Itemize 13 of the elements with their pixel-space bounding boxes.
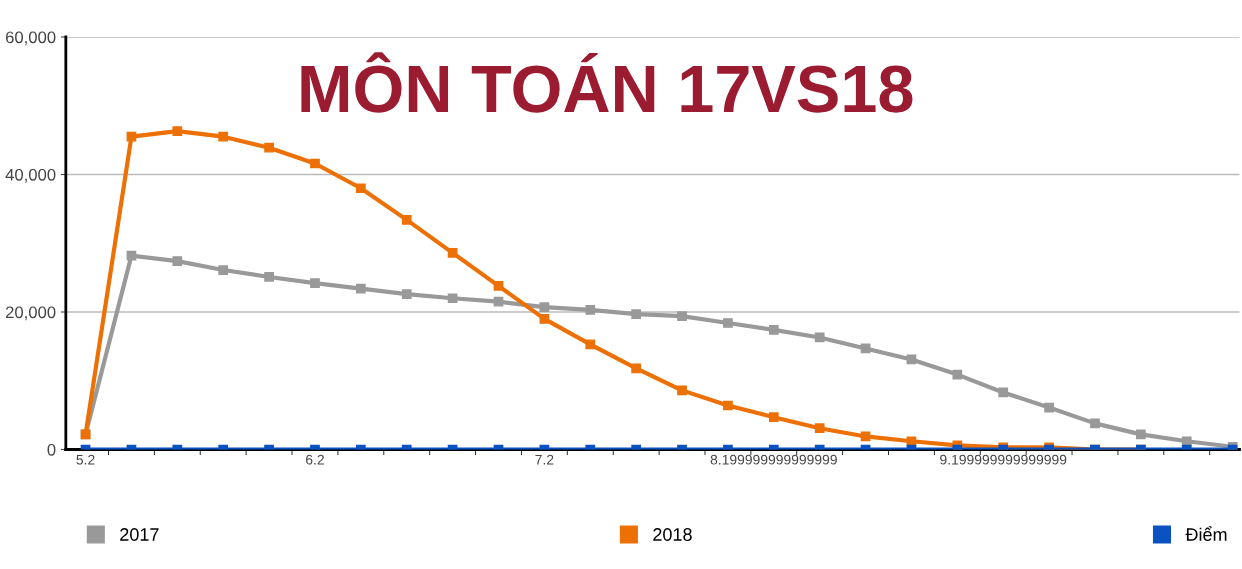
y-tick-label: 60,000 — [5, 31, 56, 46]
x-tick-label: 7.2 — [535, 454, 554, 465]
legend-label: 2017 — [120, 528, 159, 541]
y-tick-label: 0 — [47, 443, 56, 456]
x-tick-label: 8.199999999999999 — [710, 454, 837, 465]
legend-label: 2018 — [653, 528, 692, 541]
y-tick-label: 40,000 — [5, 168, 56, 183]
x-tick-label: 5.2 — [76, 454, 95, 465]
y-tick-label: 20,000 — [5, 306, 56, 321]
chart-title: MÔN TOÁN 17VS18 — [301, 52, 913, 113]
legend-label: Điểm — [1185, 526, 1227, 541]
x-tick-label: 9.199999999999999 — [940, 454, 1067, 465]
x-tick-label: 6.2 — [306, 454, 324, 465]
